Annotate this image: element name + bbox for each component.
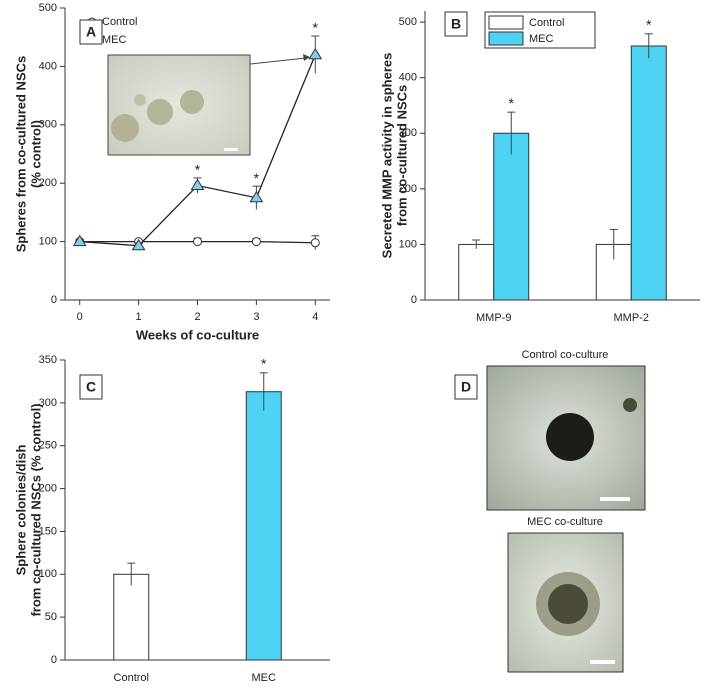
legend-label: Control xyxy=(102,16,137,28)
y-tick-label: 250 xyxy=(39,440,57,452)
bar xyxy=(493,132,530,301)
y-tick-label: 300 xyxy=(39,119,57,131)
significance: * xyxy=(261,356,267,372)
y-tick-label: 0 xyxy=(411,294,417,306)
y-axis-label: (% control) xyxy=(28,120,43,188)
panel-label: A xyxy=(86,24,96,40)
panel-label-box xyxy=(444,11,468,37)
marker xyxy=(251,237,261,247)
y-axis-label: from co-cultured NSCs xyxy=(394,85,409,227)
x-tick-label: 4 xyxy=(312,311,318,323)
panel-label: D xyxy=(461,379,471,395)
y-tick-label: 300 xyxy=(399,127,417,139)
marker xyxy=(308,47,323,60)
y-tick-label: 150 xyxy=(39,525,57,537)
y-tick-label: 100 xyxy=(39,236,57,248)
legend-label: MEC xyxy=(102,34,127,46)
marker xyxy=(131,238,146,251)
y-tick-label: 300 xyxy=(39,397,57,409)
marker xyxy=(193,237,202,247)
caption: Control co-culture xyxy=(522,349,609,361)
x-tick-label: MMP-2 xyxy=(614,312,649,324)
y-tick-label: 400 xyxy=(399,72,417,84)
bar xyxy=(245,391,282,661)
panel-label-box xyxy=(454,374,478,400)
x-tick-label: MEC xyxy=(252,672,277,684)
significance: * xyxy=(313,20,319,36)
panel-label-box xyxy=(79,374,103,400)
x-tick-label: 0 xyxy=(77,311,83,323)
marker xyxy=(72,234,87,247)
bar xyxy=(630,45,667,301)
significance: * xyxy=(646,16,652,32)
panel-label-box xyxy=(79,19,103,45)
y-tick-label: 0 xyxy=(51,654,57,666)
y-tick-label: 350 xyxy=(39,354,57,366)
y-tick-label: 100 xyxy=(39,568,57,580)
x-axis-label: Weeks of co-culture xyxy=(136,327,259,342)
y-axis-label: Secreted MMP activity in spheres xyxy=(379,53,394,259)
y-tick-label: 50 xyxy=(45,611,57,623)
marker xyxy=(190,178,205,191)
significance: * xyxy=(509,95,515,111)
panel-label: C xyxy=(86,379,96,395)
y-tick-label: 200 xyxy=(39,482,57,494)
y-tick-label: 500 xyxy=(399,16,417,28)
y-tick-label: 400 xyxy=(39,60,57,72)
x-tick-label: 1 xyxy=(136,311,142,323)
photo-mec xyxy=(507,532,624,673)
y-axis-label: Sphere colonies/dish xyxy=(13,445,28,576)
panel-label: B xyxy=(451,16,461,32)
inset-arrow xyxy=(249,57,307,65)
marker xyxy=(249,190,264,203)
legend-label: MEC xyxy=(529,33,554,45)
inset-photo xyxy=(107,54,251,156)
bar xyxy=(113,573,150,661)
marker xyxy=(310,238,320,248)
y-tick-label: 200 xyxy=(399,183,417,195)
photo-control xyxy=(486,365,646,511)
y-axis-label: from co-cultured NSCs (% control) xyxy=(28,403,43,616)
inset-arrow-head xyxy=(303,54,310,61)
x-tick-label: MMP-9 xyxy=(476,312,511,324)
legend-label: Control xyxy=(529,17,564,29)
significance: * xyxy=(195,162,201,178)
y-tick-label: 500 xyxy=(39,2,57,14)
bar xyxy=(458,243,495,301)
y-tick-label: 100 xyxy=(399,238,417,250)
x-tick-label: 2 xyxy=(194,311,200,323)
significance: * xyxy=(254,170,260,186)
caption: MEC co-culture xyxy=(527,516,603,528)
y-axis-label: Spheres from co-cultured NSCs xyxy=(13,56,28,253)
y-tick-label: 200 xyxy=(39,177,57,189)
legend-swatch xyxy=(488,31,524,46)
x-tick-label: 3 xyxy=(253,311,259,323)
legend-swatch xyxy=(488,15,524,30)
x-tick-label: Control xyxy=(114,672,149,684)
y-tick-label: 0 xyxy=(51,294,57,306)
